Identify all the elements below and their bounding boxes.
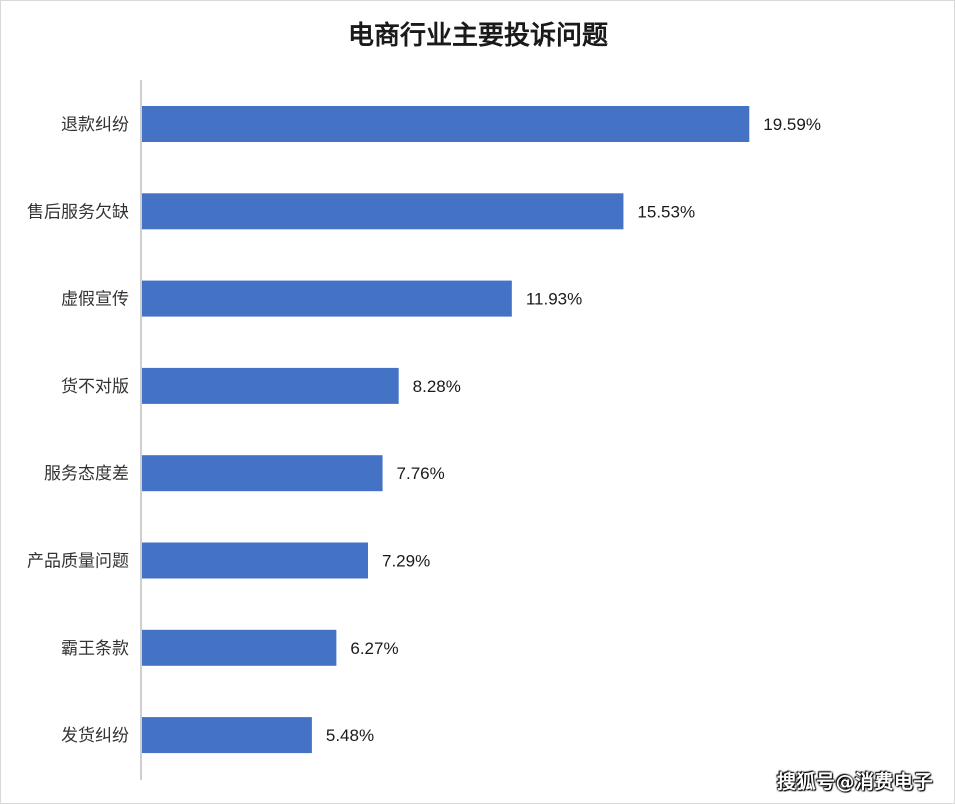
category-label: 服务态度差 [44,464,129,484]
category-label: 退款纠纷 [61,115,129,135]
category-label: 发货纠纷 [61,726,129,746]
value-label: 6.27% [350,639,398,658]
bars-group [142,106,750,754]
category-label: 货不对版 [61,377,129,397]
bar [142,629,337,666]
value-label: 11.93% [526,290,582,309]
bar [142,280,512,317]
value-labels: 19.59% 15.53% 11.93% 8.28% 7.76% 7.29% 6.27% 5.… [326,115,821,745]
category-label: 霸王条款 [61,639,129,659]
bar [142,717,312,754]
bar [142,542,368,579]
bar [142,106,750,142]
value-label: 7.29% [382,552,430,571]
watermark: 搜狐号@消费电子 [776,771,933,793]
value-label: 7.76% [397,464,445,483]
value-label: 15.53% [637,202,695,221]
category-label: 产品质量问题 [27,552,129,572]
value-label: 5.48% [326,726,374,745]
category-label: 虚假宣传 [61,290,129,310]
value-label: 19.59% [763,115,821,134]
bar [142,455,383,492]
value-label: 8.28% [413,377,461,396]
bar [142,193,624,230]
chart-title: 电商行业主要投诉问题 [348,20,608,51]
category-label: 售后服务欠缺 [27,202,129,222]
bar [142,367,399,404]
